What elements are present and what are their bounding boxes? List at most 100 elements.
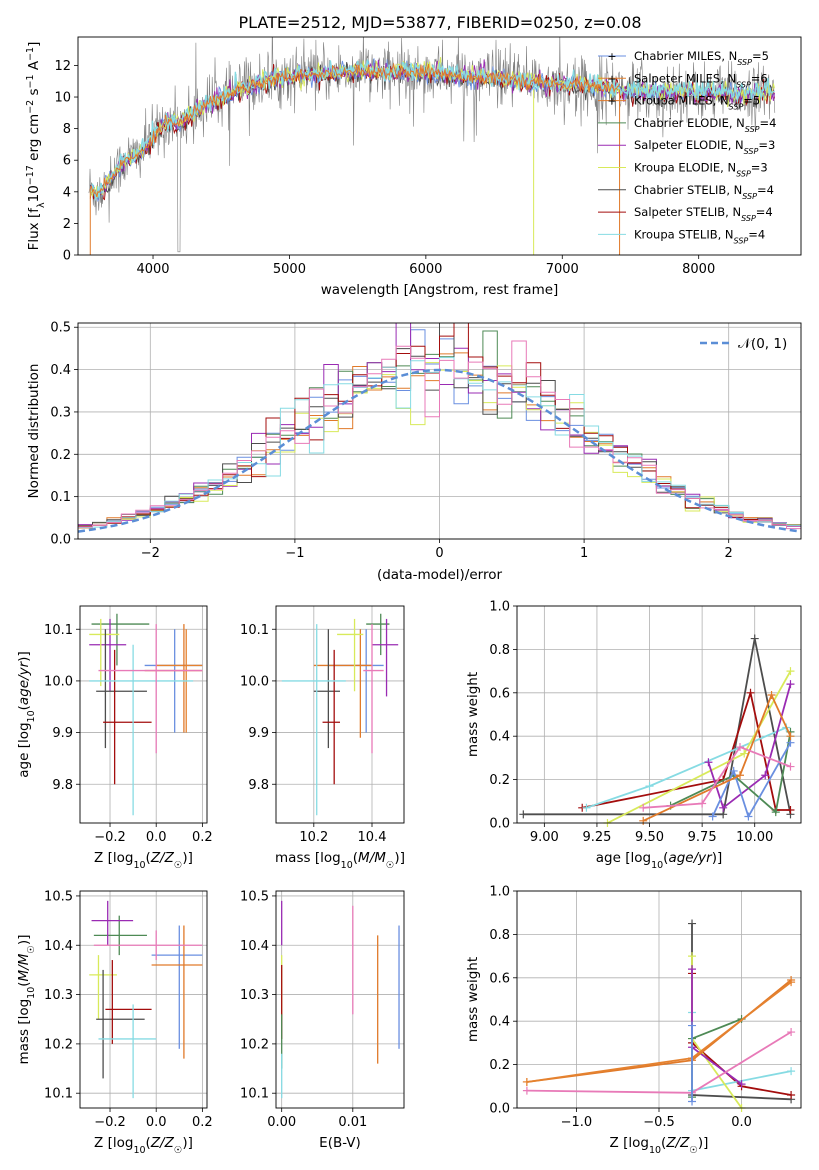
y-tick-label: 10.1 xyxy=(240,623,269,638)
x-tick-label: 0.2 xyxy=(192,830,213,845)
x-tick-label: 10.4 xyxy=(358,830,387,845)
y-tick-label: 0.0 xyxy=(489,1102,510,1117)
y-tick-label: 0.8 xyxy=(489,643,510,658)
y-tick-label: 6 xyxy=(63,154,71,169)
x-tick-label: 0.2 xyxy=(192,1115,213,1130)
x-tick-label: −0.2 xyxy=(94,1115,126,1130)
weight-point-marker xyxy=(645,782,654,791)
x-tick-label: 0.0 xyxy=(146,830,167,845)
x-tick-label: 5000 xyxy=(273,262,306,277)
y-tick-label: 0.1 xyxy=(50,490,71,505)
y-tick-label: 1.0 xyxy=(489,600,510,615)
y-tick-label: 10.5 xyxy=(240,889,269,904)
y-tick-label: 0.5 xyxy=(50,321,71,336)
x-axis-label: (data-model)/error xyxy=(377,567,503,583)
weight-point-marker xyxy=(786,805,795,814)
x-tick-label: 8000 xyxy=(682,262,715,277)
y-tick-label: 10.2 xyxy=(44,1037,73,1052)
y-tick-label: 4 xyxy=(63,185,71,200)
x-axis-label: Z [log10(Z/Z☉)] xyxy=(610,1135,709,1156)
x-axis-label: wavelength [Angstrom, rest frame] xyxy=(321,282,559,298)
age-vs-mass-panel: 10.2 10.4 9.8 9.9 10.0 10.1 mass [log10(M/M☉)] xyxy=(240,605,405,871)
weight-point-marker xyxy=(746,688,755,697)
weight-point-marker xyxy=(786,732,795,741)
x-axis-label: Z [log10(Z/Z☉)] xyxy=(94,850,193,871)
mass-vs-ebv-panel: 0.00 0.01 10.1 10.2 10.3 10.4 10.5 E(B-V) xyxy=(240,889,405,1151)
weight-point-marker xyxy=(708,812,717,821)
legend-label: Chabrier MILES, NSSP=5 xyxy=(634,49,769,67)
weight-point-marker xyxy=(740,749,749,758)
legend-marker: + xyxy=(607,95,616,108)
weight-point-marker xyxy=(771,808,780,817)
y-tick-label: 0.2 xyxy=(489,1058,510,1073)
weight-point-marker xyxy=(639,803,648,812)
y-tick-label: 0 xyxy=(63,249,71,264)
y-tick-label: 10.5 xyxy=(44,889,73,904)
y-tick-label: 1.0 xyxy=(489,885,510,900)
x-tick-label: −2 xyxy=(141,546,160,561)
y-tick-label: 0.2 xyxy=(50,448,71,463)
y-tick-label: 10.4 xyxy=(240,939,269,954)
x-tick-label: 4000 xyxy=(136,262,169,277)
weight-point-marker xyxy=(522,1077,531,1086)
plot-area xyxy=(80,606,207,823)
weight-point-marker xyxy=(767,690,776,699)
legend-label: Chabrier ELODIE, NSSP=4 xyxy=(634,116,776,133)
weight-point-marker xyxy=(688,1097,697,1106)
weight-point-marker xyxy=(787,1067,796,1076)
legend-label: Kroupa STELIB, NSSP=4 xyxy=(634,227,765,245)
x-tick-label: 6000 xyxy=(409,262,442,277)
y-tick-label: 0.4 xyxy=(489,1015,510,1030)
x-tick-label: 0.0 xyxy=(731,1115,752,1130)
weight-point-marker xyxy=(787,1028,796,1037)
y-tick-label: 9.8 xyxy=(52,778,73,793)
y-tick-label: 10 xyxy=(54,91,71,106)
weight-point-marker xyxy=(786,680,795,689)
weight-point-marker xyxy=(735,771,744,780)
x-axis-label: mass [log10(M/M☉)] xyxy=(275,850,405,871)
legend-label: 𝒩(0, 1) xyxy=(738,336,787,352)
weight-point-marker xyxy=(688,952,697,961)
x-axis-label: age [log10(age/yr)] xyxy=(596,850,722,871)
residual-histogram-panel: −2 −1 0 1 2 0.0 0.1 0.2 0.3 0.4 0.5 𝒩(0, 1) (data-mo… xyxy=(26,321,802,583)
y-tick-label: 2 xyxy=(63,217,71,232)
weight-point-marker xyxy=(750,634,759,643)
weight-point-marker xyxy=(698,799,707,808)
weight-point-marker xyxy=(688,919,697,928)
axes-frame xyxy=(79,605,208,824)
weight-point-marker xyxy=(688,1021,697,1030)
x-tick-label: 9.00 xyxy=(530,830,559,845)
weight-series-line xyxy=(711,742,792,819)
weight-point-marker xyxy=(639,816,648,825)
weight-point-marker xyxy=(787,978,796,987)
mass-vs-metallicity-panel: −0.2 0.0 0.2 10.1 10.2 10.3 10.4 10.5 Z [log10(Z… xyxy=(16,889,213,1155)
y-tick-label: 0.6 xyxy=(489,971,510,986)
x-tick-label: 2 xyxy=(725,546,733,561)
x-tick-label: −0.5 xyxy=(643,1115,675,1130)
y-tick-label: 10.1 xyxy=(240,1087,269,1102)
weight-series-line xyxy=(642,692,792,822)
plot-area xyxy=(276,606,404,823)
y-tick-label: 9.9 xyxy=(52,726,73,741)
x-axis-label: Z [log10(Z/Z☉)] xyxy=(94,1135,193,1156)
weight-point-marker xyxy=(735,743,744,752)
weight-point-marker xyxy=(522,1086,531,1095)
y-axis-label: mass weight xyxy=(465,957,481,1042)
histogram-step xyxy=(78,340,801,539)
x-tick-label: 0 xyxy=(435,546,443,561)
x-tick-label: 0.01 xyxy=(338,1115,367,1130)
weight-vs-metallicity-panel: −1.0 −0.5 0.0 0.0 0.2 0.4 0.6 0.8 1.0 Z [log10(Z/… xyxy=(465,885,802,1156)
weight-point-marker xyxy=(787,1090,796,1099)
legend-label: Salpeter ELODIE, NSSP=3 xyxy=(634,138,775,156)
y-tick-label: 0.2 xyxy=(489,773,510,788)
weight-point-marker xyxy=(737,1080,746,1089)
age-vs-metallicity-panel: −0.2 0.0 0.2 9.8 9.9 10.0 10.1 Z [log10(Z/Z☉)] a… xyxy=(16,605,213,871)
y-tick-label: 9.9 xyxy=(248,726,269,741)
x-tick-label: −1 xyxy=(285,546,304,561)
y-tick-label: 0.4 xyxy=(489,730,510,745)
x-tick-label: 9.75 xyxy=(688,830,717,845)
y-tick-label: 0.6 xyxy=(489,686,510,701)
y-axis-label: Normed distribution xyxy=(26,364,42,499)
y-tick-label: 0.0 xyxy=(50,533,71,548)
